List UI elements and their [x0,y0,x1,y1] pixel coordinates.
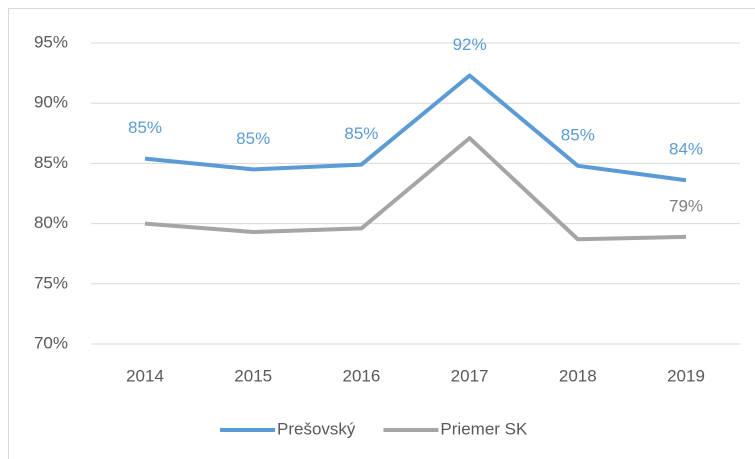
y-tick-label: 80% [34,213,68,232]
x-tick-label: 2016 [342,366,380,385]
y-tick-label: 75% [34,273,68,292]
data-label: 85% [561,125,595,144]
x-tick-label: 2017 [451,366,489,385]
data-label: 85% [128,118,162,137]
chart-frame [8,8,755,459]
data-label: 79% [669,196,703,215]
y-tick-label: 90% [34,93,68,112]
y-tick-label: 70% [34,333,68,352]
series-line [144,73,687,183]
x-tick-label: 2015 [234,366,272,385]
data-label: 85% [344,124,378,143]
y-tick-label: 95% [34,32,68,51]
series-line [144,136,687,242]
legend-label: Prešovský [277,419,356,438]
data-label: 84% [669,140,703,159]
data-label: 92% [453,35,487,54]
data-label: 85% [236,129,270,148]
x-tick-label: 2018 [559,366,597,385]
y-tick-label: 85% [34,153,68,172]
x-tick-label: 2014 [126,366,164,385]
x-tick-label: 2019 [667,366,705,385]
legend-label: Priemer SK [440,419,528,438]
